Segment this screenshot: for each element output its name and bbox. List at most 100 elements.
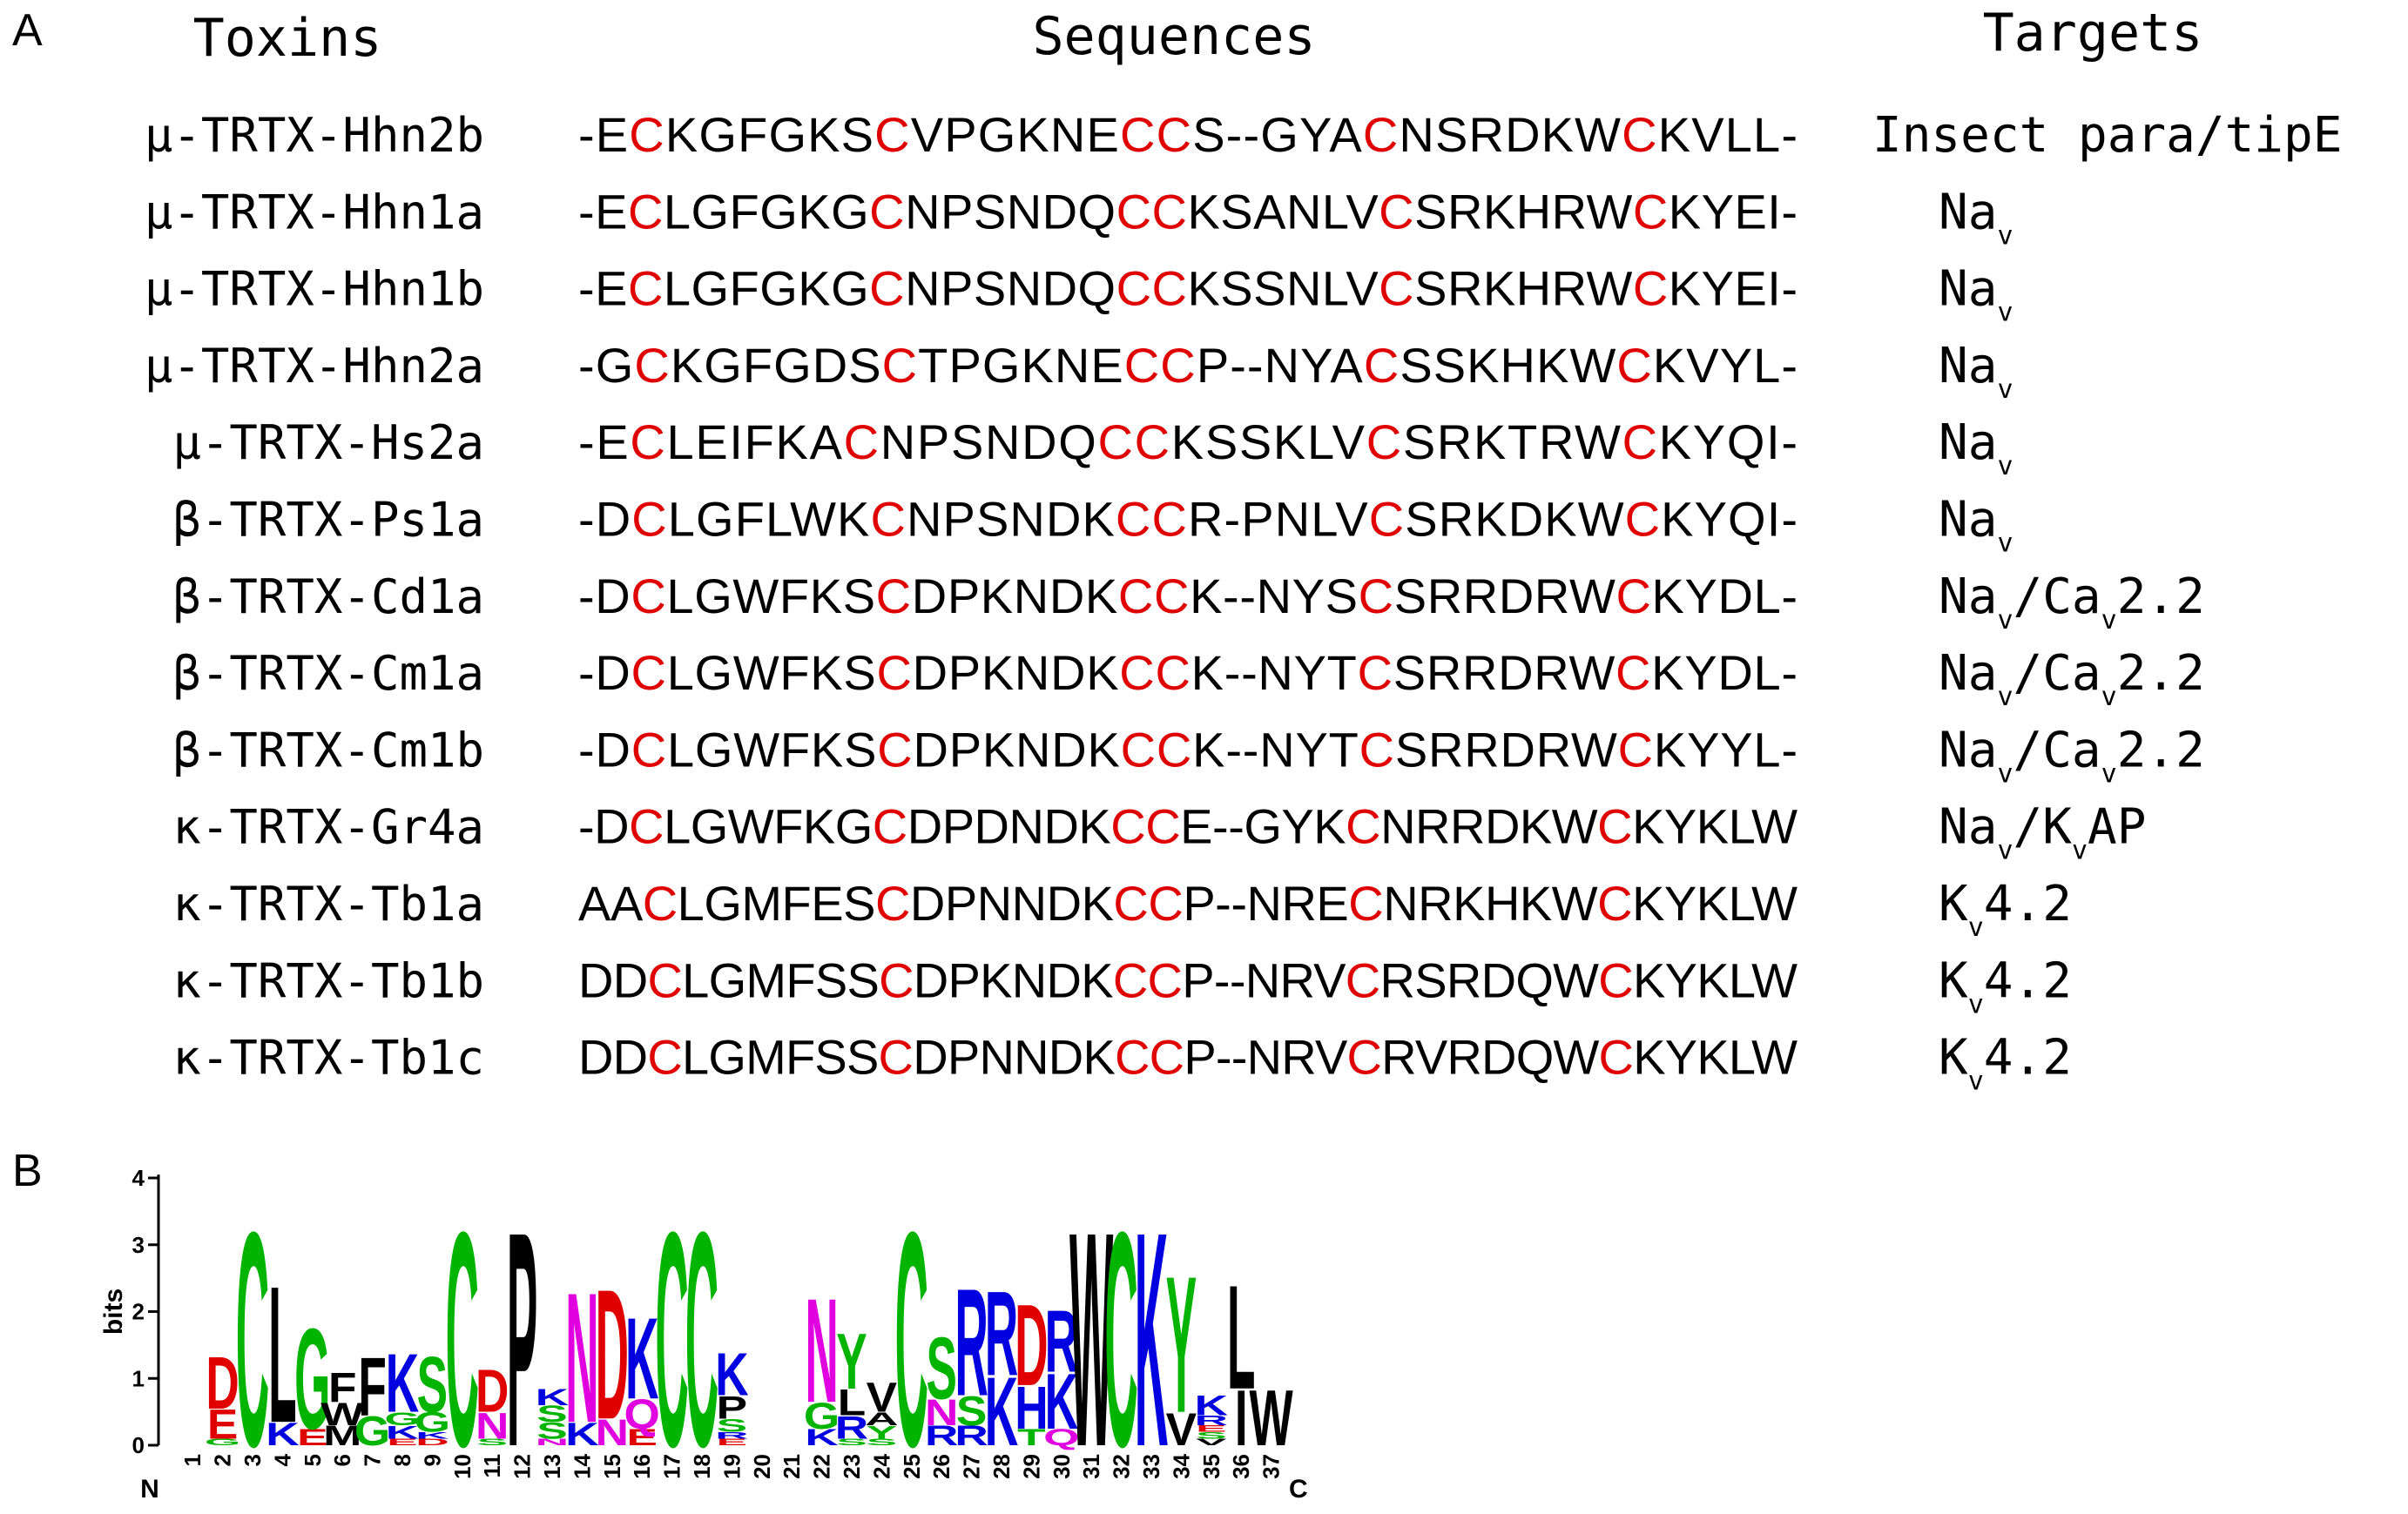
residue: V: [1691, 107, 1724, 162]
cysteine-residue: C: [1116, 261, 1151, 316]
target-label: 4.2: [1984, 1030, 2072, 1087]
residue: Y: [1693, 414, 1725, 469]
residue: D: [975, 799, 1009, 854]
toxin-name: μ-TRTX-Hhn1b: [145, 262, 484, 317]
residue: L: [1753, 645, 1780, 700]
residue: A: [578, 876, 611, 931]
cysteine-residue: C: [870, 492, 905, 547]
residue: N: [1259, 722, 1294, 777]
logo-letter: N: [805, 1268, 838, 1433]
logo-letter: S: [956, 1387, 987, 1434]
residue: K: [1083, 1030, 1115, 1085]
residue: L: [668, 492, 695, 547]
position-label: 23: [839, 1454, 865, 1479]
residue: Q: [1058, 414, 1096, 469]
residue: K: [1653, 338, 1685, 393]
cysteine-residue: C: [1119, 645, 1154, 700]
sequence-text: -ECLGFGKGCNPSNDQCCKSANLVCSRKHRWCKYEI-: [578, 184, 1798, 239]
residue: D: [1050, 645, 1085, 700]
residue: S: [1435, 107, 1467, 162]
logo-letter: S: [717, 1415, 747, 1436]
residue: W: [728, 799, 774, 854]
residue: K: [1313, 799, 1346, 854]
residue: W: [733, 722, 779, 777]
residue: Y: [1720, 338, 1752, 393]
residue: G: [773, 338, 812, 393]
target-label: K: [1939, 876, 1968, 932]
residue: D: [1046, 952, 1081, 1007]
toxin-name: κ-TRTX-Gr4a: [172, 800, 484, 855]
residue: G: [1260, 107, 1298, 162]
logo-letter: D: [206, 1342, 239, 1425]
logo-letter: C: [895, 1169, 928, 1511]
logo-letter: I: [1235, 1374, 1248, 1462]
cysteine-residue: C: [628, 184, 663, 239]
residue: N: [977, 876, 1012, 931]
target-label: 4.2: [1984, 876, 2072, 932]
residue: D: [1501, 722, 1535, 777]
residue: K: [982, 722, 1015, 777]
residue: R: [1439, 492, 1474, 547]
residue: V: [1332, 414, 1366, 469]
cysteine-residue: C: [1120, 107, 1155, 162]
residue: G: [695, 722, 733, 777]
residue: N: [1055, 338, 1089, 393]
residue: H: [1485, 876, 1520, 931]
residue: S: [1403, 414, 1435, 469]
residue: E: [595, 184, 627, 239]
residue: K: [837, 492, 869, 547]
residue: -: [1781, 338, 1798, 393]
residue: E: [1734, 184, 1766, 239]
residue: G: [1244, 799, 1282, 854]
residue: W: [1751, 876, 1798, 931]
residue: N: [1380, 799, 1415, 854]
logo-letter: S: [1196, 1430, 1226, 1441]
residue: N: [1286, 184, 1321, 239]
cysteine-residue: C: [1160, 338, 1195, 393]
residue: D: [914, 952, 948, 1007]
residue: P: [941, 184, 973, 239]
residue: E: [811, 876, 843, 931]
logo-letter: Q: [624, 1390, 660, 1437]
residue: M: [741, 876, 782, 931]
cysteine-residue: C: [1366, 414, 1401, 469]
y-tick-label: 1: [132, 1365, 145, 1391]
residue: K: [1658, 107, 1690, 162]
cysteine-residue: C: [873, 799, 907, 854]
residue: S: [1414, 952, 1447, 1007]
target-text: Kv4.2: [1939, 1030, 2072, 1097]
target-subscript: v: [1997, 220, 2013, 251]
residue: K: [1474, 492, 1507, 547]
logo-letter: C: [1104, 1169, 1137, 1511]
residue: R: [1447, 952, 1481, 1007]
cysteine-residue: C: [1110, 799, 1145, 854]
residue: L: [1725, 107, 1752, 162]
target-label: Na: [1939, 645, 1997, 702]
residue: -: [1781, 107, 1798, 162]
residue: G: [982, 338, 1021, 393]
target-subscript: v: [1997, 836, 2013, 866]
residue: W: [1587, 184, 1633, 239]
residue: R: [1463, 569, 1498, 623]
cysteine-residue: C: [1155, 645, 1190, 700]
cysteine-residue: C: [1346, 799, 1380, 854]
residue: E: [1090, 338, 1123, 393]
cysteine-residue: C: [1622, 414, 1657, 469]
logo-letter: K: [536, 1384, 569, 1410]
residue: V: [1415, 1030, 1448, 1085]
target-label: K: [1939, 1030, 1968, 1087]
logo-letter: V: [1166, 1404, 1197, 1456]
residue: K: [1520, 876, 1552, 931]
residue: M: [745, 1030, 786, 1085]
residue: D: [912, 569, 947, 623]
residue: K: [1520, 799, 1552, 854]
toxin-name: μ-TRTX-Hs2a: [172, 415, 484, 470]
position-label: 34: [1168, 1453, 1194, 1478]
residue: -: [578, 338, 595, 393]
residue: D: [1481, 1030, 1516, 1085]
residue: W: [1569, 338, 1615, 393]
residue: A: [1253, 184, 1286, 239]
logo-letter: R: [925, 1421, 958, 1452]
logo-letter: Q: [1043, 1424, 1079, 1450]
residue: -: [1781, 184, 1798, 239]
